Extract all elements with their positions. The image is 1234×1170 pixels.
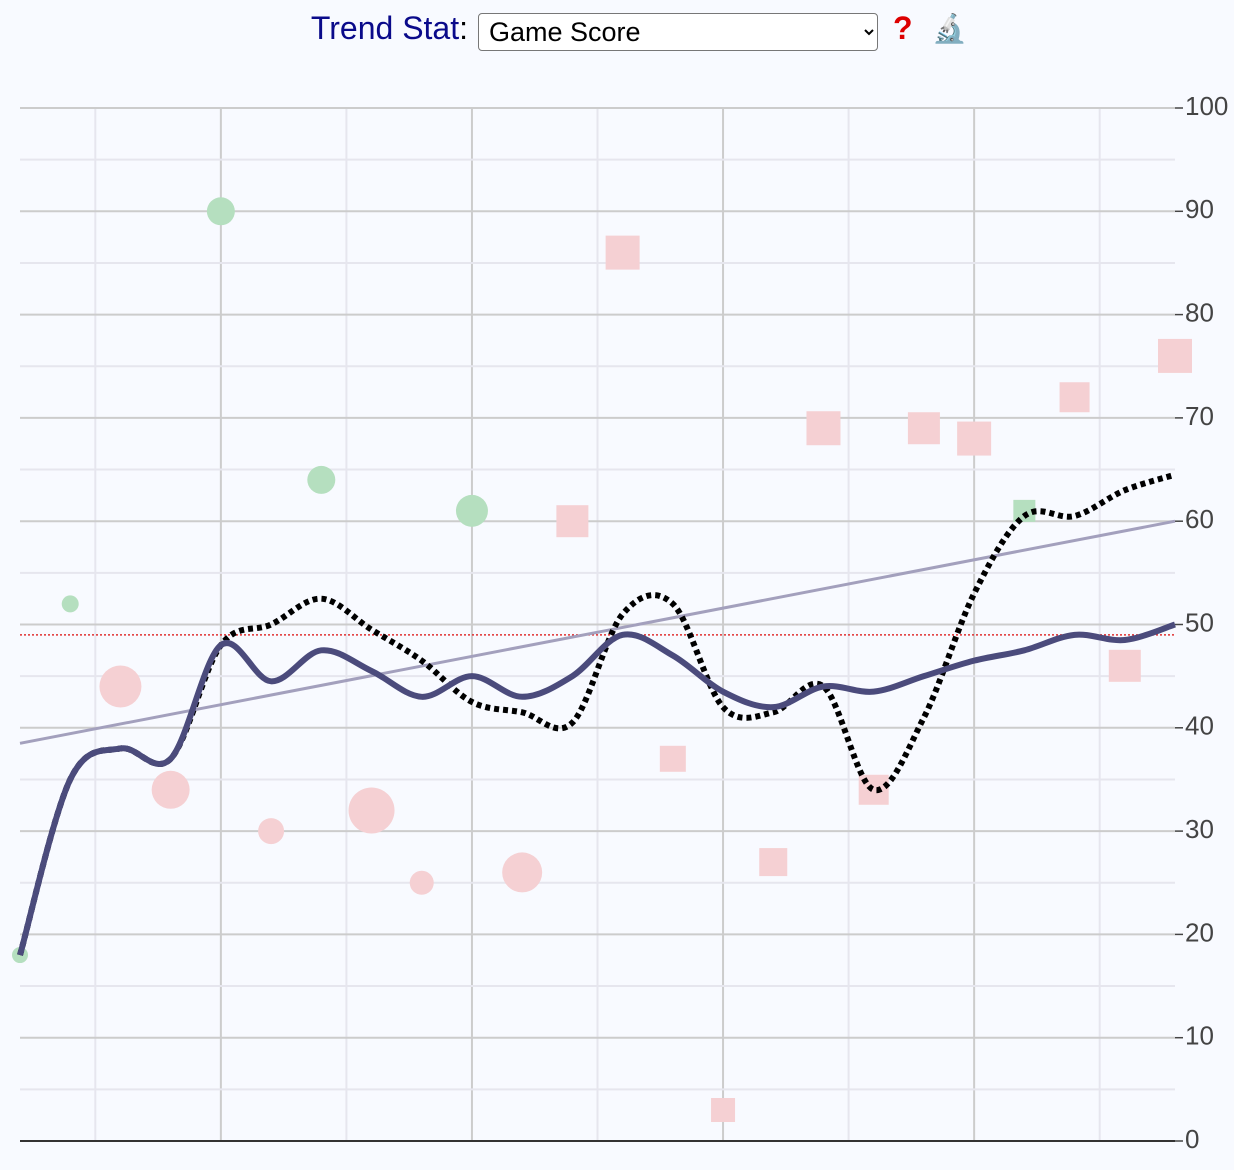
game-marker (502, 852, 543, 893)
game-marker (806, 411, 841, 446)
trend-stat-label: Trend Stat: (240, 10, 468, 47)
game-marker (1059, 382, 1090, 413)
analyze-button[interactable]: 🔬 (932, 13, 967, 44)
game-marker (556, 505, 589, 538)
game-marker (1108, 649, 1141, 682)
label-colon: : (459, 10, 468, 46)
game-marker (907, 412, 940, 445)
help-button[interactable]: ? (893, 10, 913, 46)
game-marker (858, 774, 889, 805)
game-marker (151, 770, 190, 809)
y-tick-label: 20 (1185, 917, 1214, 947)
y-tick-label: 40 (1185, 711, 1214, 741)
dotted-trend-line (17, 471, 1176, 956)
stat-select[interactable]: Game Score (478, 13, 878, 51)
rolling-average-line (17, 621, 1176, 956)
game-marker (605, 235, 640, 270)
game-marker (348, 787, 395, 834)
y-tick-label: 10 (1185, 1021, 1214, 1051)
y-tick-label: 50 (1185, 607, 1214, 637)
game-marker (61, 595, 79, 613)
game-marker (206, 197, 235, 226)
game-marker (957, 421, 992, 456)
game-marker (659, 745, 686, 772)
game-marker (711, 1098, 736, 1123)
game-marker (1013, 499, 1036, 522)
label-text: Trend Stat (310, 10, 460, 46)
game-marker (258, 818, 285, 845)
game-marker (759, 848, 788, 877)
y-tick-label: 60 (1185, 504, 1214, 534)
game-marker (99, 665, 142, 708)
game-marker (307, 465, 336, 494)
y-tick-label: 100 (1185, 91, 1228, 121)
trend-line (19, 519, 1176, 745)
y-tick-label: 0 (1185, 1124, 1199, 1154)
game-marker (455, 494, 488, 527)
y-tick-label: 90 (1185, 194, 1214, 224)
y-tick-label: 70 (1185, 401, 1214, 431)
y-tick-label: 30 (1185, 814, 1214, 844)
game-marker (409, 870, 434, 895)
game-marker (1158, 338, 1192, 373)
y-tick-label: 80 (1185, 297, 1214, 327)
